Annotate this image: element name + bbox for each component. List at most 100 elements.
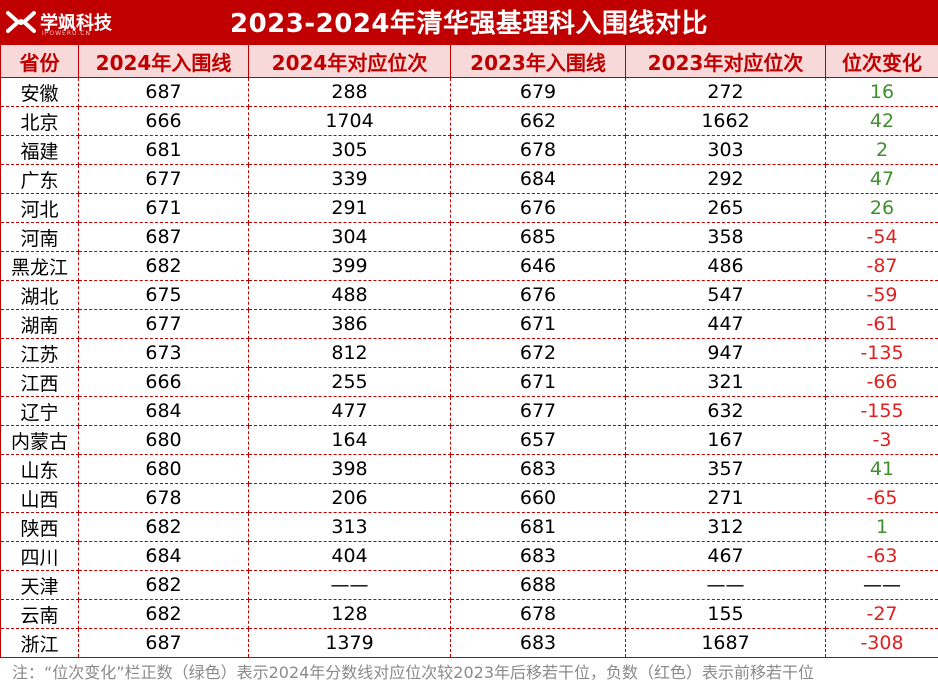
table-row: 四川 684 404 683 467 -63 [0,541,938,571]
cell-province: 辽宁 [0,396,79,426]
cell-2023-rank: 467 [625,541,826,571]
logo-icon [6,11,36,33]
cell-2023-rank: 312 [625,512,826,542]
cell-province: 江西 [0,367,79,397]
cell-2023-line: 671 [450,367,626,397]
table-row: 黑龙江 682 399 646 486 -87 [0,251,938,281]
table-row: 河南 687 304 685 358 -54 [0,222,938,252]
cell-2024-rank: 399 [248,251,451,281]
cutoff-table: 省份 2024年入围线 2024年对应位次 2023年入围线 2023年对应位次 位次变化… [0,44,938,658]
title-banner: 学飒科技 IPOWERU.CN 2023-2024年清华强基理科入围线对比 [0,0,938,44]
cell-2023-line: 660 [450,483,626,513]
table-row: 山东 680 398 683 357 41 [0,454,938,484]
cell-rank-change: -87 [825,251,938,281]
cell-2023-line: 681 [450,512,626,542]
cell-2024-line: 687 [78,77,249,107]
cell-2023-line: 672 [450,338,626,368]
table-row: 安徽 687 288 679 272 16 [0,77,938,107]
cell-2024-rank: 488 [248,280,451,310]
cell-province: 河北 [0,193,79,223]
cell-2023-line: 683 [450,541,626,571]
cell-province: 云南 [0,599,79,629]
cell-2023-line: 676 [450,280,626,310]
cell-province: 浙江 [0,628,79,658]
cell-2023-line: 688 [450,570,626,600]
cell-2024-rank: 386 [248,309,451,339]
cell-2023-rank: —— [625,570,826,600]
cell-2024-line: 682 [78,512,249,542]
cell-2024-rank: 128 [248,599,451,629]
cell-province: 江苏 [0,338,79,368]
cell-2024-line: 682 [78,599,249,629]
cell-2023-line: 678 [450,135,626,165]
cell-rank-change: 42 [825,106,938,136]
cell-2024-line: 682 [78,251,249,281]
cell-2023-rank: 947 [625,338,826,368]
cell-2023-rank: 303 [625,135,826,165]
cell-rank-change: 41 [825,454,938,484]
cell-2024-line: 673 [78,338,249,368]
cell-rank-change: -63 [825,541,938,571]
cell-province: 河南 [0,222,79,252]
cell-2024-line: 687 [78,628,249,658]
cell-2023-rank: 486 [625,251,826,281]
logo-text: 学飒科技 [40,13,112,34]
cell-2024-rank: 1379 [248,628,451,658]
cell-province: 内蒙古 [0,425,79,455]
table-row: 内蒙古 680 164 657 167 -3 [0,425,938,455]
cell-2024-rank: 305 [248,135,451,165]
cell-rank-change: 26 [825,193,938,223]
cell-2024-line: 680 [78,454,249,484]
table-row: 陕西 682 313 681 312 1 [0,512,938,542]
header-province: 省份 [0,44,79,78]
cell-2023-rank: 1687 [625,628,826,658]
cell-province: 山西 [0,483,79,513]
cell-rank-change: -54 [825,222,938,252]
cell-2024-line: 666 [78,367,249,397]
header-rank-change: 位次变化 [825,44,938,78]
header-2023-line: 2023年入围线 [450,44,626,78]
cell-2024-rank: 398 [248,454,451,484]
cell-rank-change: -308 [825,628,938,658]
cell-2023-rank: 547 [625,280,826,310]
cell-2023-rank: 358 [625,222,826,252]
cell-province: 四川 [0,541,79,571]
cell-2023-line: 676 [450,193,626,223]
cell-2023-line: 677 [450,396,626,426]
table-row: 福建 681 305 678 303 2 [0,135,938,165]
cell-2024-line: 675 [78,280,249,310]
table-row: 北京 666 1704 662 1662 42 [0,106,938,136]
table-row: 浙江 687 1379 683 1687 -308 [0,628,938,658]
cell-province: 广东 [0,164,79,194]
cell-province: 黑龙江 [0,251,79,281]
cell-rank-change: —— [825,570,938,600]
cell-2023-line: 683 [450,454,626,484]
cell-2023-rank: 1662 [625,106,826,136]
table-row: 江苏 673 812 672 947 -135 [0,338,938,368]
cell-province: 安徽 [0,77,79,107]
cell-2024-rank: —— [248,570,451,600]
cell-2023-rank: 357 [625,454,826,484]
cell-2024-rank: 1704 [248,106,451,136]
header-2023-rank: 2023年对应位次 [625,44,826,78]
cell-2024-rank: 313 [248,512,451,542]
cell-2023-line: 646 [450,251,626,281]
cell-province: 湖南 [0,309,79,339]
cell-rank-change: -135 [825,338,938,368]
table-row: 湖南 677 386 671 447 -61 [0,309,938,339]
cell-2024-line: 687 [78,222,249,252]
brand-logo: 学飒科技 IPOWERU.CN [6,6,112,38]
cell-2023-line: 683 [450,628,626,658]
cell-rank-change: -3 [825,425,938,455]
table-row: 天津 682 —— 688 —— —— [0,570,938,600]
cell-2023-line: 662 [450,106,626,136]
cell-2024-rank: 291 [248,193,451,223]
table-row: 江西 666 255 671 321 -66 [0,367,938,397]
cell-2024-line: 678 [78,483,249,513]
cell-province: 天津 [0,570,79,600]
cell-rank-change: 2 [825,135,938,165]
cell-province: 陕西 [0,512,79,542]
cell-2024-line: 666 [78,106,249,136]
cell-rank-change: 47 [825,164,938,194]
cell-rank-change: -155 [825,396,938,426]
